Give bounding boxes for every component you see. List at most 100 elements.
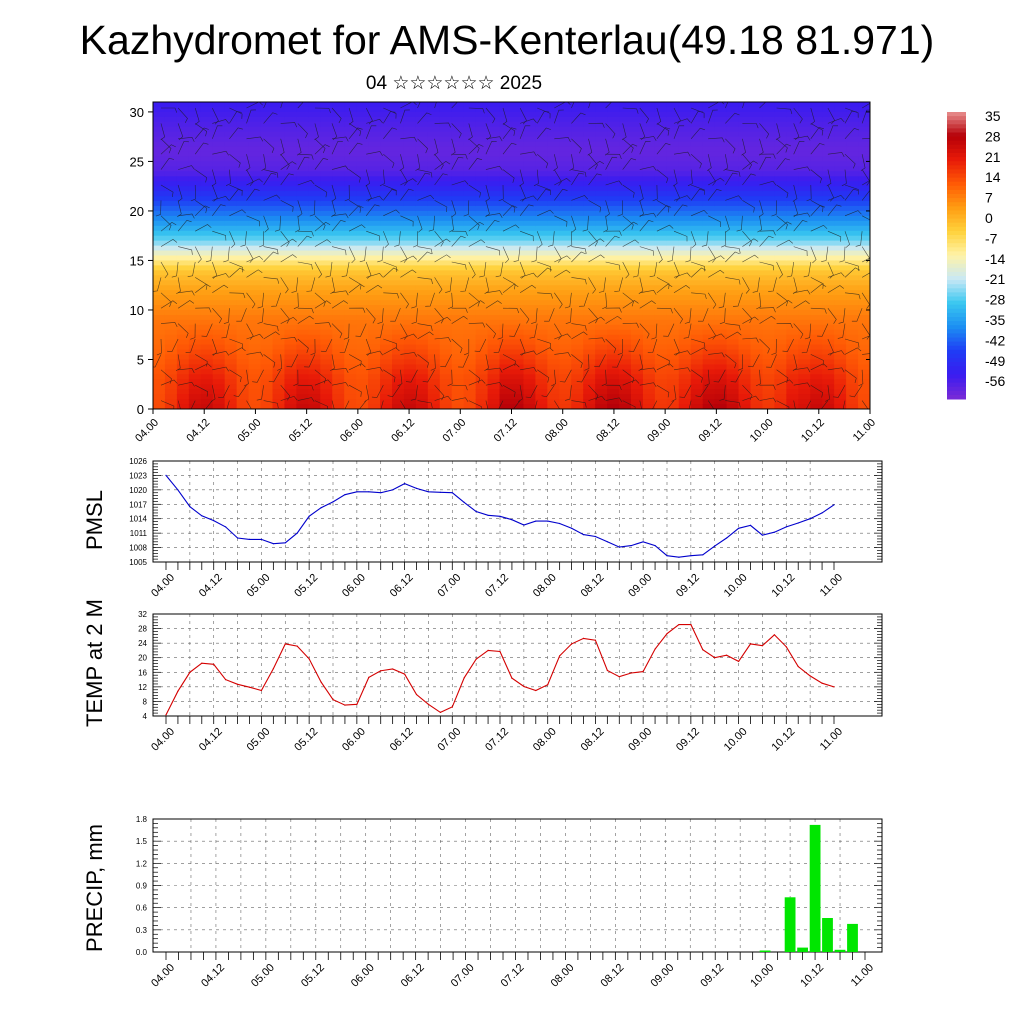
precip-x-tick-label: 10.00	[748, 962, 776, 990]
temp-data-point	[451, 706, 453, 708]
pmsl-data-point	[749, 524, 752, 527]
pmsl-data-point	[726, 537, 728, 539]
pmsl-data-point	[666, 555, 668, 557]
precip-y-axis-label: PRECIP, mm	[82, 824, 107, 952]
temp-x-tick-label: 06.00	[340, 726, 368, 754]
temp-data-point	[833, 686, 835, 688]
precip-y-tick-label: 0.6	[136, 904, 148, 913]
colorbar-label: 28	[985, 128, 1001, 144]
pmsl-data-point	[761, 534, 764, 536]
temp-data-point	[272, 668, 274, 670]
precip-x-tick-label: 09.00	[648, 962, 676, 990]
temp-x-tick-label: 09.00	[626, 726, 654, 754]
pmsl-data-point	[582, 534, 585, 536]
pmsl-y-axis-label: PMSL	[82, 490, 107, 550]
xs-x-tick-label: 10.00	[748, 417, 776, 445]
temp-x-tick-label: 08.00	[531, 726, 559, 754]
pmsl-data-point	[368, 491, 370, 493]
colorbar-label: -14	[985, 251, 1005, 267]
precip-x-tick-label: 10.12	[798, 962, 826, 990]
temp-data-point	[320, 681, 322, 683]
pmsl-data-point	[201, 515, 203, 517]
xs-y-tick-label: 10	[130, 303, 144, 318]
pmsl-data-point	[189, 506, 191, 508]
temp-data-point	[785, 646, 787, 648]
precip-y-tick-label: 0.9	[136, 882, 148, 891]
temp-x-tick-label: 10.12	[769, 726, 797, 754]
precip-x-tick-label: 08.12	[599, 962, 627, 990]
xs-x-tick-label: 07.00	[440, 417, 468, 445]
xs-x-tick-label: 09.00	[645, 417, 673, 445]
pmsl-data-point	[678, 556, 680, 558]
colorbar-label: 21	[985, 149, 1001, 165]
xs-x-tick-label: 09.12	[697, 417, 725, 445]
pmsl-data-point	[714, 545, 716, 547]
precip-y-tick-label: 0.3	[136, 926, 148, 935]
temp-data-point	[248, 686, 251, 688]
temp-data-point	[702, 649, 704, 651]
temp-data-point	[726, 654, 728, 656]
precip-x-tick-label: 08.00	[549, 962, 577, 990]
cross-section-panel: 0 5 10 15 20 25 30 04.00 04.12 05.00 05.12 06.00 06.…	[130, 101, 878, 445]
xs-y-tick-label: 0	[137, 402, 144, 417]
pmsl-data-point	[773, 531, 776, 533]
temp-data-point	[177, 690, 179, 692]
temp-data-point	[630, 672, 632, 674]
precip-bar	[759, 950, 771, 952]
temp-data-point	[678, 624, 680, 626]
colorbar: 35 28 21 14 7 0 -7 -14 -21 -28 -35 -42 -49 -56	[947, 108, 1005, 400]
pmsl-data-point	[392, 489, 394, 491]
pmsl-data-point	[404, 483, 406, 485]
temp-data-point	[165, 714, 167, 716]
xs-x-tick-label: 08.00	[543, 417, 571, 445]
temp-data-point	[618, 676, 620, 678]
temp-grid	[153, 614, 882, 716]
pmsl-x-tick-label: 04.12	[197, 572, 225, 600]
xs-x-tick-label: 11.00	[851, 417, 878, 444]
temperature-field	[153, 102, 870, 409]
precip-x-tick-label: 04.12	[199, 962, 227, 990]
temp-data-point	[809, 675, 811, 677]
pmsl-data-point	[475, 510, 477, 513]
temp-y-tick-label: 32	[138, 610, 147, 619]
temp-x-tick-label: 05.00	[245, 726, 273, 754]
pmsl-x-tick-label: 05.00	[245, 572, 273, 600]
temp-data-point	[511, 677, 513, 679]
temp-data-point	[475, 658, 477, 660]
precip-y-tick-label: 1.2	[136, 859, 148, 868]
colorbar-label: -21	[985, 271, 1005, 287]
pmsl-x-tick-label: 06.00	[340, 572, 368, 600]
pmsl-data-point	[225, 526, 227, 528]
precip-panel: 0.0 0.3 0.6 0.9 1.2 1.5 1.8 04.00 04.12 05.00 05.1…	[82, 815, 883, 990]
temp-x-tick-label: 08.12	[579, 726, 607, 754]
pmsl-y-tick-label: 1005	[129, 558, 147, 567]
colorbar-label: -49	[985, 353, 1005, 369]
temp-data-point	[606, 669, 609, 672]
temp-x-tick-label: 07.12	[483, 726, 511, 754]
temp-y-tick-label: 24	[138, 639, 147, 648]
temp-data-point	[559, 655, 561, 657]
precip-bar	[847, 923, 858, 952]
pmsl-y-tick-label: 1026	[129, 457, 147, 466]
temp-x-tick-label: 06.12	[388, 726, 416, 754]
temp-data-point	[380, 670, 382, 672]
pmsl-y-tick-label: 1017	[129, 500, 147, 509]
pmsl-x-tick-label: 10.00	[722, 572, 750, 600]
pmsl-data-point	[833, 504, 835, 506]
colorbar-label: 7	[985, 190, 993, 206]
pmsl-data-point	[523, 524, 525, 526]
xs-x-tick-label: 08.12	[594, 417, 622, 445]
colorbar-label: -28	[985, 292, 1005, 308]
precip-grid	[153, 819, 882, 952]
temp-data-point	[714, 657, 716, 659]
pmsl-data-point	[547, 520, 549, 522]
pmsl-x-tick-label: 08.12	[579, 572, 607, 600]
temp-data-point	[225, 679, 227, 681]
pmsl-x-tick-label: 07.12	[483, 572, 511, 600]
temp-data-point	[547, 684, 549, 686]
precip-x-tick-label: 05.12	[299, 962, 327, 990]
pmsl-data-point	[821, 512, 823, 514]
xs-x-tick-label: 06.00	[338, 417, 366, 445]
pmsl-data-point	[606, 541, 609, 543]
precip-x-tick-label: 06.12	[399, 962, 427, 990]
